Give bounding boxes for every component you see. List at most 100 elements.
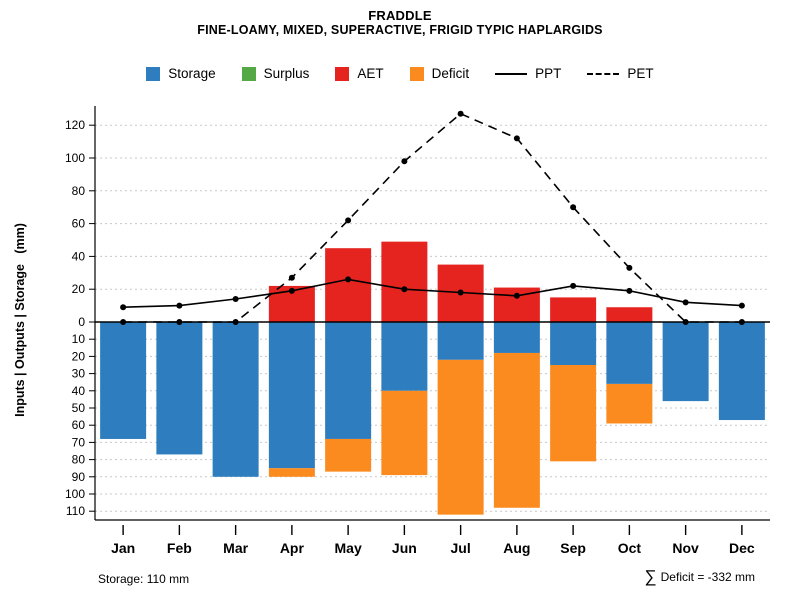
y-tick-label: 40 [72, 249, 86, 263]
y-tick-label: 20 [72, 282, 86, 296]
deficit-sum-text: Deficit = -332 mm [660, 569, 755, 584]
pet-point [401, 158, 408, 165]
ppt-point [738, 302, 745, 309]
month-label: Aug [503, 540, 530, 556]
storage-swatch-icon [146, 66, 161, 81]
ppt-line-swatch-icon [495, 72, 528, 75]
storage-bar [325, 322, 372, 439]
storage-bar [212, 322, 259, 477]
ppt-point [457, 289, 464, 296]
pet-line [123, 112, 742, 323]
aet-bar [325, 248, 372, 322]
month-label: Feb [167, 540, 192, 556]
month-label: Jan [111, 540, 135, 556]
pet-point [513, 135, 520, 142]
storage-bar [662, 322, 709, 402]
y-tick-label: 70 [72, 435, 86, 449]
y-tick-label: 60 [72, 418, 86, 432]
legend-item-deficit: Deficit [409, 66, 470, 81]
ppt-point [288, 287, 295, 294]
legend-label: Deficit [431, 66, 470, 81]
pet-point [570, 204, 577, 211]
pet-point [738, 319, 745, 325]
aet-bar [606, 307, 653, 322]
y-axis-label: Inputs | Outputs | Storage (mm) [13, 223, 27, 417]
month-label: May [335, 540, 362, 556]
pet-point [626, 264, 633, 271]
month-label: Jun [392, 540, 417, 556]
storage-bar [381, 322, 428, 391]
pet-point [345, 217, 352, 224]
y-tick-label: 80 [72, 453, 86, 467]
legend-item-storage: Storage [146, 66, 216, 81]
pet-point [682, 319, 689, 325]
y-tick-label: 100 [65, 487, 85, 501]
deficit-bar [550, 365, 597, 462]
y-tick-label: 50 [72, 401, 86, 415]
legend-item-aet: AET [335, 66, 384, 81]
deficit-bar [437, 359, 484, 515]
y-tick-label: 60 [72, 217, 86, 231]
aet-swatch-icon [335, 66, 350, 81]
y-tick-label: 110 [66, 504, 85, 518]
pet-point [176, 319, 183, 325]
ppt-point [513, 292, 520, 299]
chart-title: FRADDLE [368, 8, 432, 23]
ppt-point [401, 286, 408, 293]
month-label: Oct [618, 540, 642, 556]
month-label: Nov [672, 540, 699, 556]
y-tick-label: 80 [72, 184, 86, 198]
y-tick-label: 30 [72, 367, 86, 381]
y-tick-label: 0 [78, 315, 85, 329]
deficit-swatch-icon [409, 66, 424, 81]
ppt-point [626, 287, 633, 294]
month-label: Jul [451, 540, 471, 556]
legend-label: PET [627, 66, 654, 81]
legend: Storage Surplus AET Deficit PPT PET [0, 66, 800, 81]
y-tick-label: 20 [72, 349, 86, 363]
deficit-bar [268, 468, 315, 477]
storage-bar [156, 322, 203, 455]
ppt-point [345, 276, 352, 283]
y-tick-label: 90 [72, 470, 86, 484]
legend-label: PPT [535, 66, 562, 81]
ppt-point [682, 299, 689, 306]
ppt-line [123, 278, 742, 308]
deficit-bar [325, 438, 372, 472]
deficit-bar [606, 383, 653, 424]
y-tick-label: 100 [65, 151, 85, 165]
legend-item-ppt: PPT [495, 66, 561, 81]
storage-bar [550, 322, 597, 365]
legend-label: Surplus [263, 66, 310, 81]
storage-bar [606, 322, 653, 384]
aet-bar [550, 297, 597, 322]
legend-item-surplus: Surplus [241, 66, 310, 81]
deficit-bar [493, 352, 540, 508]
y-tick-label: 10 [72, 332, 86, 346]
deficit-bar [381, 390, 428, 476]
ppt-point [232, 296, 239, 303]
storage-note: Storage: 110 mm [98, 572, 190, 586]
legend-label: Storage [168, 66, 216, 81]
sigma-symbol: ∑ [644, 567, 657, 586]
storage-bar [268, 322, 315, 469]
month-label: Apr [280, 540, 305, 556]
storage-bar [437, 322, 484, 360]
aet-bar [381, 241, 428, 322]
pet-point [120, 319, 127, 325]
surplus-swatch-icon [241, 66, 256, 81]
deficit-sum-note: ∑ Deficit = -332 mm [645, 568, 755, 585]
y-tick-label: 40 [72, 384, 86, 398]
storage-bar [718, 322, 765, 421]
storage-bar [493, 322, 540, 353]
legend-item-pet: PET [587, 66, 654, 81]
pet-line-swatch-icon [587, 72, 620, 75]
legend-label: AET [357, 66, 384, 81]
y-tick-label: 120 [65, 118, 85, 132]
pet-point [288, 274, 295, 281]
pet-point [457, 110, 464, 117]
ppt-point [570, 282, 577, 289]
ppt-point [176, 302, 183, 309]
